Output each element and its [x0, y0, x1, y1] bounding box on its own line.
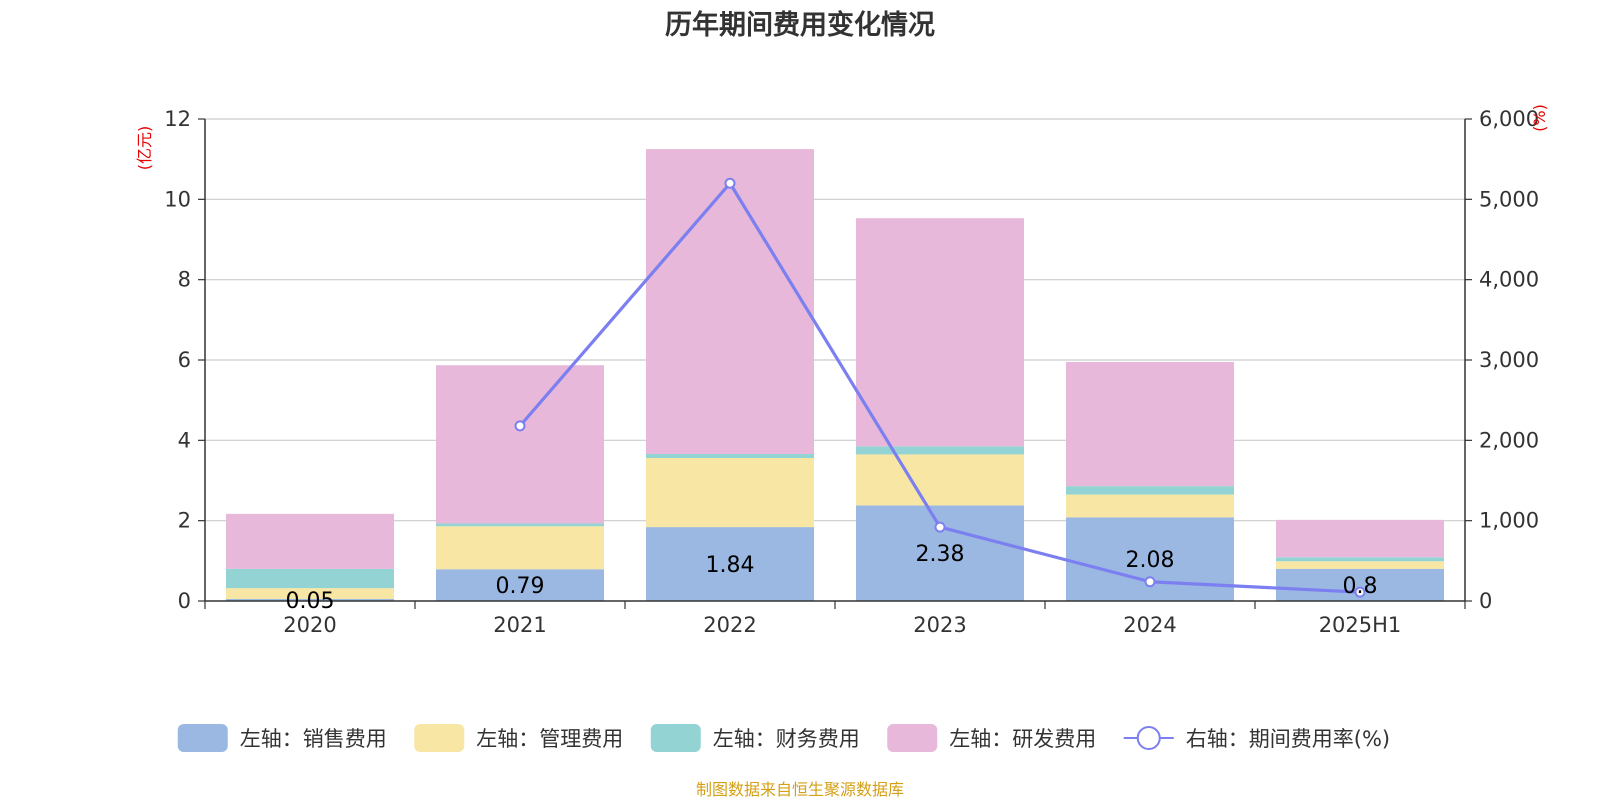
- line-series: [514, 177, 1366, 598]
- x-axis-tick-label: 2020: [283, 613, 336, 637]
- legend-swatch: [177, 724, 228, 752]
- chart-title: 历年期间费用变化情况: [665, 9, 935, 41]
- bar-3-2020: [226, 568, 394, 589]
- bar-4-2020: [226, 513, 394, 569]
- legend-label: 右轴：期间费用率(%): [1186, 727, 1390, 751]
- bar-series: [226, 149, 1444, 601]
- bar-3-2021: [436, 523, 604, 527]
- bar-4-2024: [1066, 362, 1234, 487]
- bar-2-2023: [856, 454, 1024, 506]
- right-axis-tick-label: 4,000: [1479, 268, 1539, 292]
- bar-1-2023: [856, 505, 1024, 601]
- legend-marker: [1136, 726, 1161, 750]
- legend-swatch: [650, 724, 701, 752]
- data-labels: 0.05 0.79 1.84 2.38 2.08 0.8: [286, 542, 1378, 614]
- bar-3-2024: [1066, 486, 1234, 495]
- bar-4-2022: [646, 149, 814, 454]
- bar-4-2023: [856, 218, 1024, 447]
- right-axis-tick-label: 0: [1479, 589, 1492, 613]
- x-axis-tick-label: 2021: [493, 613, 546, 637]
- line-point: [1144, 576, 1156, 588]
- x-axis-tick-label: 2022: [703, 613, 756, 637]
- bar-1-2020: [226, 598, 394, 601]
- data-label: 0.05: [286, 589, 335, 614]
- left-axis-tick-label: 0: [178, 589, 191, 613]
- data-label: 0.8: [1343, 574, 1378, 599]
- legend-label: 左轴：销售费用: [240, 727, 387, 751]
- bar-2-2020: [226, 588, 394, 599]
- data-label: 2.08: [1126, 548, 1175, 573]
- bar-2-2022: [646, 458, 814, 528]
- bar-1-2022: [646, 527, 814, 601]
- line-point: [514, 420, 526, 432]
- x-axis-tick-label: 2025H1: [1319, 613, 1402, 637]
- x-axis-tick-label: 2024: [1123, 613, 1176, 637]
- bar-3-2022: [646, 453, 814, 459]
- legend: 左轴：销售费用 左轴：管理费用 左轴：财务费用 左轴：研发费用 右轴：期间费用率(%): [177, 724, 1390, 752]
- left-axis-tick-label: 8: [178, 268, 191, 292]
- bar-4-2025H1: [1276, 519, 1444, 558]
- x-axis-tick-label: 2023: [913, 613, 966, 637]
- data-label: 1.84: [706, 553, 755, 578]
- right-axis-tick-label: 1,000: [1479, 509, 1539, 533]
- right-axis-tick-label: 5,000: [1479, 187, 1539, 211]
- right-axis-tick-label: 2,000: [1479, 428, 1539, 452]
- line-point: [1354, 586, 1366, 598]
- left-axis-tick-label: 4: [178, 428, 191, 452]
- left-axis-tick-label: 12: [164, 107, 191, 131]
- bar-3-2023: [856, 446, 1024, 455]
- right-axis-tick-label: 6,000: [1479, 107, 1539, 131]
- legend-label: 左轴：管理费用: [476, 727, 623, 751]
- right-axis-tick-label: 3,000: [1479, 348, 1539, 372]
- legend-label: 左轴：研发费用: [949, 727, 1096, 751]
- left-axis-tick-label: 2: [178, 509, 191, 533]
- legend-swatch: [414, 724, 465, 752]
- bar-3-2025H1: [1276, 557, 1444, 562]
- data-label: 0.79: [496, 574, 545, 599]
- bar-1-2021: [436, 569, 604, 601]
- gridlines: [205, 118, 1465, 522]
- bar-4-2021: [436, 365, 604, 524]
- left-axis-unit: (亿元): [135, 126, 154, 171]
- bar-2-2024: [1066, 494, 1234, 518]
- right-axis-unit: (%): [1530, 104, 1549, 132]
- axes: 0 2 4 6 8 10 12 0 1,000 2,000 3,000 4,000 5,000 6,000…: [164, 107, 1539, 637]
- source-note: 制图数据来自恒生聚源数据库: [696, 780, 904, 799]
- data-label: 2.38: [916, 542, 965, 567]
- left-axis-tick-label: 6: [178, 348, 191, 372]
- line-point: [724, 177, 736, 189]
- legend-swatch: [887, 724, 938, 752]
- legend-label: 左轴：财务费用: [713, 727, 860, 751]
- line-point: [934, 521, 946, 533]
- left-axis-tick-label: 10: [164, 187, 191, 211]
- bar-2-2021: [436, 526, 604, 570]
- bar-2-2025H1: [1276, 561, 1444, 569]
